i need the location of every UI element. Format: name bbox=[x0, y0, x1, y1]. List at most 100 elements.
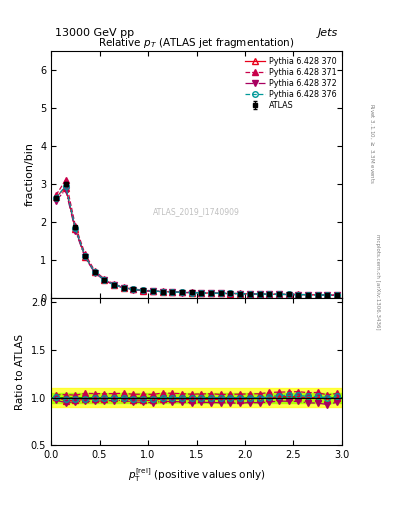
Pythia 6.428 376 bbox=[131, 286, 136, 292]
Pythia 6.428 371 bbox=[83, 251, 87, 257]
Pythia 6.428 372 bbox=[63, 186, 68, 193]
Pythia 6.428 372 bbox=[160, 289, 165, 295]
Pythia 6.428 376 bbox=[296, 291, 301, 297]
Pythia 6.428 372 bbox=[209, 290, 213, 296]
Pythia 6.428 376 bbox=[73, 225, 78, 231]
Text: 13000 GeV pp: 13000 GeV pp bbox=[55, 28, 134, 38]
Pythia 6.428 376 bbox=[306, 292, 310, 298]
Pythia 6.428 376 bbox=[92, 269, 97, 275]
Pythia 6.428 376 bbox=[238, 290, 242, 296]
Line: Pythia 6.428 372: Pythia 6.428 372 bbox=[53, 187, 340, 298]
Pythia 6.428 372 bbox=[228, 291, 233, 297]
Legend: Pythia 6.428 370, Pythia 6.428 371, Pythia 6.428 372, Pythia 6.428 376, ATLAS: Pythia 6.428 370, Pythia 6.428 371, Pyth… bbox=[244, 55, 338, 112]
Line: Pythia 6.428 370: Pythia 6.428 370 bbox=[53, 185, 340, 298]
Pythia 6.428 371 bbox=[315, 292, 320, 298]
Line: Pythia 6.428 376: Pythia 6.428 376 bbox=[53, 183, 340, 298]
Pythia 6.428 371 bbox=[209, 290, 213, 296]
Pythia 6.428 372 bbox=[325, 292, 330, 298]
Pythia 6.428 376 bbox=[277, 291, 281, 297]
Text: Jets: Jets bbox=[318, 28, 338, 38]
Pythia 6.428 376 bbox=[267, 291, 272, 297]
Pythia 6.428 372 bbox=[189, 290, 194, 296]
Pythia 6.428 376 bbox=[102, 277, 107, 283]
Pythia 6.428 372 bbox=[257, 291, 262, 297]
Pythia 6.428 370 bbox=[92, 269, 97, 275]
Pythia 6.428 370 bbox=[238, 291, 242, 297]
Pythia 6.428 370 bbox=[335, 292, 340, 298]
Pythia 6.428 371 bbox=[53, 192, 58, 198]
Pythia 6.428 371 bbox=[219, 290, 223, 296]
Pythia 6.428 371 bbox=[131, 286, 136, 292]
Pythia 6.428 371 bbox=[306, 291, 310, 297]
Y-axis label: Ratio to ATLAS: Ratio to ATLAS bbox=[15, 333, 25, 410]
Pythia 6.428 370 bbox=[53, 194, 58, 200]
Pythia 6.428 372 bbox=[53, 198, 58, 204]
Pythia 6.428 372 bbox=[296, 292, 301, 298]
Pythia 6.428 372 bbox=[219, 290, 223, 296]
Pythia 6.428 372 bbox=[73, 227, 78, 233]
Bar bbox=[51, 388, 342, 407]
Pythia 6.428 371 bbox=[180, 289, 184, 295]
Pythia 6.428 371 bbox=[257, 291, 262, 297]
Text: mcplots.cern.ch [arXiv:1306.3436]: mcplots.cern.ch [arXiv:1306.3436] bbox=[375, 234, 380, 329]
Pythia 6.428 370 bbox=[267, 291, 272, 297]
Pythia 6.428 371 bbox=[121, 284, 126, 290]
Pythia 6.428 376 bbox=[219, 290, 223, 296]
Pythia 6.428 370 bbox=[286, 291, 291, 297]
Text: ATLAS_2019_I1740909: ATLAS_2019_I1740909 bbox=[153, 207, 240, 216]
Pythia 6.428 372 bbox=[151, 288, 155, 294]
Pythia 6.428 370 bbox=[248, 291, 252, 297]
Pythia 6.428 371 bbox=[102, 276, 107, 282]
Pythia 6.428 371 bbox=[63, 177, 68, 183]
Pythia 6.428 370 bbox=[112, 282, 116, 288]
Y-axis label: fraction/bin: fraction/bin bbox=[24, 142, 35, 206]
Pythia 6.428 370 bbox=[189, 289, 194, 295]
Pythia 6.428 370 bbox=[296, 291, 301, 297]
Pythia 6.428 370 bbox=[199, 290, 204, 296]
Pythia 6.428 370 bbox=[63, 185, 68, 191]
Pythia 6.428 371 bbox=[170, 289, 174, 295]
Pythia 6.428 372 bbox=[199, 290, 204, 296]
Pythia 6.428 370 bbox=[180, 289, 184, 295]
Pythia 6.428 370 bbox=[121, 285, 126, 291]
X-axis label: $p_{\rm T}^{\rm [rel]}$ (positive values only): $p_{\rm T}^{\rm [rel]}$ (positive values… bbox=[127, 466, 266, 484]
Pythia 6.428 370 bbox=[131, 286, 136, 292]
Pythia 6.428 370 bbox=[325, 292, 330, 298]
Pythia 6.428 372 bbox=[267, 291, 272, 297]
Pythia 6.428 376 bbox=[121, 285, 126, 291]
Pythia 6.428 376 bbox=[257, 291, 262, 297]
Pythia 6.428 370 bbox=[141, 288, 145, 294]
Pythia 6.428 371 bbox=[296, 291, 301, 297]
Pythia 6.428 370 bbox=[306, 292, 310, 298]
Pythia 6.428 376 bbox=[141, 287, 145, 293]
Pythia 6.428 371 bbox=[267, 291, 272, 297]
Pythia 6.428 371 bbox=[335, 292, 340, 298]
Line: Pythia 6.428 371: Pythia 6.428 371 bbox=[53, 177, 340, 298]
Pythia 6.428 371 bbox=[160, 288, 165, 294]
Pythia 6.428 376 bbox=[199, 290, 204, 296]
Pythia 6.428 376 bbox=[315, 292, 320, 298]
Pythia 6.428 372 bbox=[286, 291, 291, 297]
Pythia 6.428 376 bbox=[53, 195, 58, 201]
Pythia 6.428 372 bbox=[315, 292, 320, 298]
Pythia 6.428 370 bbox=[73, 226, 78, 232]
Title: Relative $p_T$ (ATLAS jet fragmentation): Relative $p_T$ (ATLAS jet fragmentation) bbox=[98, 36, 295, 50]
Pythia 6.428 370 bbox=[315, 292, 320, 298]
Pythia 6.428 376 bbox=[248, 291, 252, 297]
Pythia 6.428 371 bbox=[286, 291, 291, 297]
Text: Rivet 3.1.10, $\geq$ 3.3M events: Rivet 3.1.10, $\geq$ 3.3M events bbox=[367, 103, 375, 184]
Pythia 6.428 371 bbox=[238, 290, 242, 296]
Pythia 6.428 371 bbox=[112, 281, 116, 287]
Pythia 6.428 376 bbox=[286, 291, 291, 297]
Pythia 6.428 371 bbox=[151, 288, 155, 294]
Pythia 6.428 371 bbox=[199, 290, 204, 296]
Pythia 6.428 376 bbox=[151, 288, 155, 294]
Pythia 6.428 376 bbox=[228, 290, 233, 296]
Pythia 6.428 371 bbox=[248, 291, 252, 297]
Pythia 6.428 372 bbox=[277, 291, 281, 297]
Pythia 6.428 370 bbox=[277, 291, 281, 297]
Pythia 6.428 372 bbox=[248, 291, 252, 297]
Pythia 6.428 376 bbox=[160, 288, 165, 294]
Pythia 6.428 372 bbox=[121, 285, 126, 291]
Pythia 6.428 372 bbox=[92, 270, 97, 276]
